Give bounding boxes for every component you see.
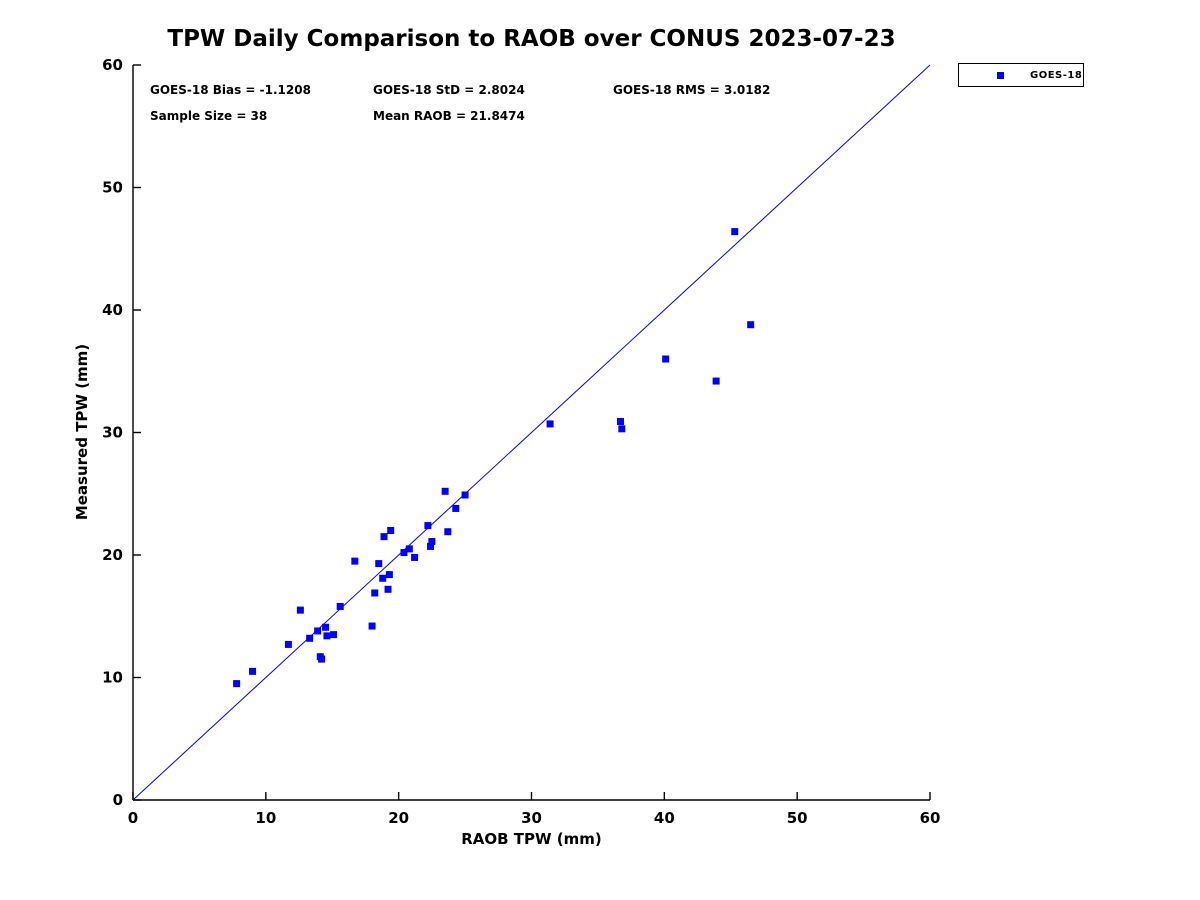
stat-sample-size: Sample Size = 38 bbox=[150, 109, 268, 123]
stat-mean-raob: Mean RAOB = 21.8474 bbox=[373, 109, 525, 123]
svg-text:10: 10 bbox=[102, 669, 123, 687]
svg-text:50: 50 bbox=[102, 179, 123, 197]
svg-text:40: 40 bbox=[654, 809, 675, 827]
svg-text:40: 40 bbox=[102, 301, 123, 319]
svg-text:0: 0 bbox=[128, 809, 138, 827]
legend-label: GOES-18 bbox=[1030, 69, 1083, 81]
svg-text:30: 30 bbox=[521, 809, 542, 827]
stat-bias: GOES-18 Bias = -1.1208 bbox=[150, 83, 311, 97]
stat-std: GOES-18 StD = 2.8024 bbox=[373, 83, 525, 97]
chart-title: TPW Daily Comparison to RAOB over CONUS … bbox=[167, 26, 896, 52]
x-axis-label: RAOB TPW (mm) bbox=[461, 830, 602, 848]
svg-text:20: 20 bbox=[388, 809, 409, 827]
svg-text:30: 30 bbox=[102, 424, 123, 442]
svg-text:0: 0 bbox=[113, 791, 123, 809]
svg-text:20: 20 bbox=[102, 546, 123, 564]
svg-text:50: 50 bbox=[787, 809, 808, 827]
square-icon bbox=[997, 71, 1004, 79]
svg-text:60: 60 bbox=[102, 56, 123, 74]
y-axis-label: Measured TPW (mm) bbox=[73, 343, 91, 521]
svg-text:60: 60 bbox=[920, 809, 941, 827]
stat-rms: GOES-18 RMS = 3.0182 bbox=[613, 83, 771, 97]
legend: GOES-18 bbox=[958, 63, 1084, 87]
svg-text:10: 10 bbox=[255, 809, 276, 827]
